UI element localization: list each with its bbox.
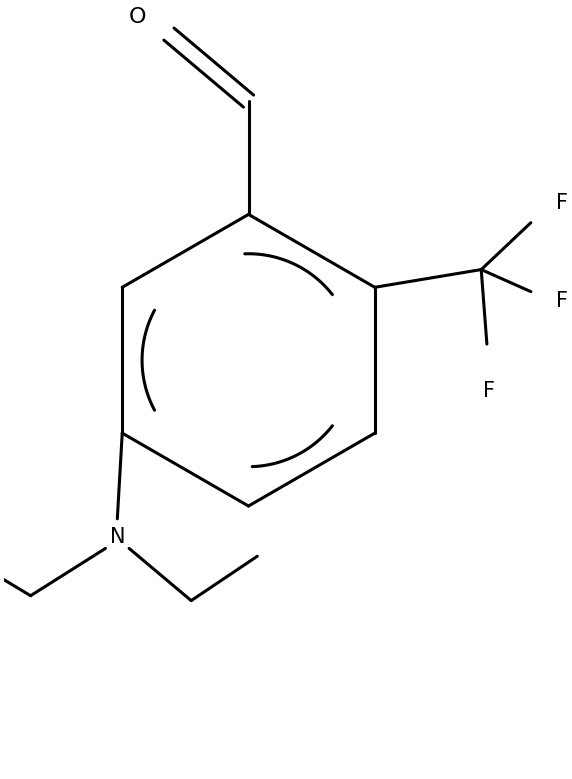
- Text: O: O: [129, 7, 146, 27]
- Text: F: F: [483, 381, 495, 400]
- Text: F: F: [556, 192, 568, 213]
- Text: N: N: [110, 527, 125, 547]
- Text: F: F: [556, 291, 568, 311]
